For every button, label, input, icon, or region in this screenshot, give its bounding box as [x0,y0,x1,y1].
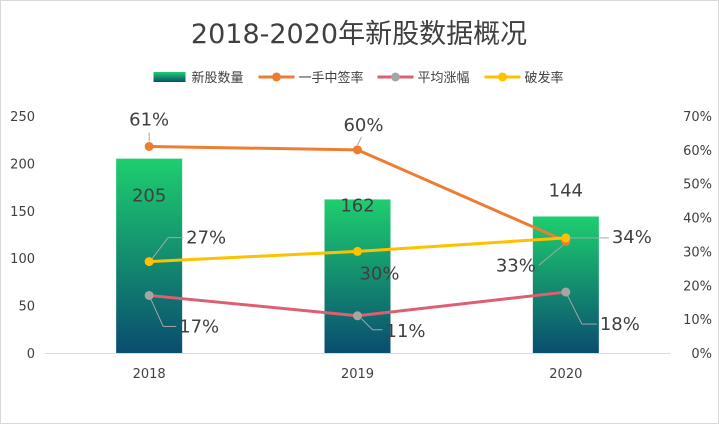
leader-line [361,318,373,331]
left-axis-tick-label: 0 [27,347,35,362]
bar-2019 [324,199,391,353]
line-point-2-1 [353,246,362,256]
right-axis-tick-label: 70% [683,110,712,125]
line-value-label: 33% [496,255,536,276]
legend-swatch-bar [153,72,186,82]
right-axis-tick-label: 10% [683,313,712,328]
line-value-label: 60% [343,115,383,136]
legend-label: 平均涨幅 [418,71,470,86]
lines [144,141,571,321]
axes: 0 50 100 150 200 250 0% 10% 20% 30% 40% 50% 60% 70% 20… [10,110,712,382]
line-point-0-0 [144,141,154,151]
right-axis-tick-label: 50% [683,178,712,193]
bar-value-label: 205 [132,186,166,207]
line-value-label: 34% [612,227,652,248]
legend-label: 新股数量 [192,70,244,86]
x-axis-tick-label: 2018 [133,367,166,382]
left-axis-tick-label: 100 [10,252,35,267]
bar-value-label: 144 [549,180,583,201]
line-value-label: 30% [359,263,399,284]
line-point-2-2 [561,233,571,243]
left-axis-tick-label: 200 [10,157,35,172]
legend-label: 一手中签率 [299,70,364,86]
left-axis-tick-label: 50 [18,300,35,315]
line-point-0-1 [353,145,362,155]
bar-2018 [116,158,183,353]
legend: 新股数量 一手中签率 平均涨幅 破发率 [153,70,564,86]
legend-swatch-marker [391,72,400,82]
line-point-1-1 [353,311,362,321]
leader-line [148,295,164,327]
legend-swatch-marker [498,72,507,82]
x-axis-tick-label: 2019 [341,367,374,382]
right-axis-tick-label: 0% [691,347,712,362]
line-value-label: 27% [186,228,226,249]
leader-line [538,244,564,266]
data-labels: 205 162 144 61% 60% 33% 17% 11% 18% 27% 30% 34% [129,109,652,341]
leader-line [565,291,583,325]
legend-label: 破发率 [525,70,564,86]
bar-value-label: 162 [340,195,374,216]
right-axis-tick-label: 30% [683,245,712,260]
bars [116,158,599,353]
right-axis-tick-label: 20% [683,279,712,294]
left-axis-tick-label: 250 [10,110,35,125]
line-value-label: 17% [179,316,219,337]
line-value-label: 61% [129,109,169,130]
legend-swatch-marker [272,72,281,82]
chart-title: 2018-2020年新股数据概况 [191,19,527,50]
left-axis-tick-label: 150 [10,205,35,220]
line-value-label: 18% [600,314,640,335]
right-axis-tick-label: 60% [683,144,712,159]
line-point-2-0 [144,257,154,267]
line-value-label: 11% [386,321,426,342]
right-axis-tick-label: 40% [683,212,712,227]
leader-line [357,136,362,146]
x-axis-tick-label: 2020 [549,367,582,382]
leader-line [151,237,169,259]
